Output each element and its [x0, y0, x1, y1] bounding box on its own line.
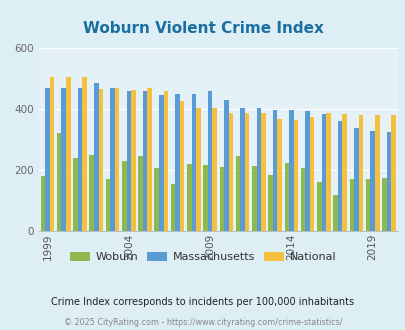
Text: Woburn Violent Crime Index: Woburn Violent Crime Index	[82, 20, 323, 36]
Bar	[203, 165, 207, 231]
Bar	[268, 175, 272, 231]
Bar	[256, 108, 260, 231]
Bar	[147, 88, 151, 231]
Bar	[224, 100, 228, 231]
Bar	[191, 94, 196, 231]
Bar	[163, 91, 168, 231]
Bar	[321, 114, 325, 231]
Bar	[57, 133, 61, 231]
Bar	[337, 121, 341, 231]
Bar	[381, 178, 386, 231]
Bar	[293, 120, 298, 231]
Bar	[365, 179, 369, 231]
Bar	[369, 131, 374, 231]
Bar	[349, 179, 353, 231]
Bar	[333, 195, 337, 231]
Bar	[235, 156, 240, 231]
Bar	[374, 115, 379, 231]
Bar	[94, 83, 98, 231]
Bar	[386, 132, 390, 231]
Bar	[196, 108, 200, 231]
Bar	[219, 167, 224, 231]
Bar	[98, 89, 103, 231]
Bar	[175, 94, 179, 231]
Bar	[122, 161, 126, 231]
Bar	[240, 108, 244, 231]
Bar	[288, 110, 293, 231]
Bar	[325, 113, 330, 231]
Bar	[115, 88, 119, 231]
Bar	[305, 111, 309, 231]
Bar	[284, 163, 288, 231]
Bar	[40, 176, 45, 231]
Legend: Woburn, Massachusetts, National: Woburn, Massachusetts, National	[65, 248, 340, 267]
Bar	[390, 115, 395, 231]
Bar	[131, 90, 135, 231]
Bar	[207, 91, 212, 231]
Bar	[300, 168, 305, 231]
Bar	[179, 101, 184, 231]
Bar	[228, 114, 232, 231]
Bar	[244, 113, 249, 231]
Bar	[309, 117, 314, 231]
Bar	[110, 88, 115, 231]
Bar	[159, 95, 163, 231]
Bar	[126, 91, 131, 231]
Bar	[260, 113, 265, 231]
Bar	[73, 158, 78, 231]
Bar	[154, 168, 159, 231]
Bar	[89, 155, 94, 231]
Bar	[316, 182, 321, 231]
Bar	[78, 87, 82, 231]
Bar	[45, 87, 50, 231]
Bar	[353, 128, 358, 231]
Bar	[61, 87, 66, 231]
Bar	[187, 164, 191, 231]
Text: © 2025 CityRating.com - https://www.cityrating.com/crime-statistics/: © 2025 CityRating.com - https://www.city…	[64, 318, 341, 327]
Bar	[82, 77, 87, 231]
Bar	[50, 77, 54, 231]
Bar	[277, 119, 281, 231]
Bar	[341, 115, 346, 231]
Bar	[252, 166, 256, 231]
Bar	[212, 108, 216, 231]
Bar	[138, 156, 143, 231]
Bar	[272, 110, 277, 231]
Bar	[66, 77, 70, 231]
Bar	[143, 91, 147, 231]
Bar	[105, 179, 110, 231]
Text: Crime Index corresponds to incidents per 100,000 inhabitants: Crime Index corresponds to incidents per…	[51, 297, 354, 307]
Bar	[358, 115, 362, 231]
Bar	[171, 184, 175, 231]
